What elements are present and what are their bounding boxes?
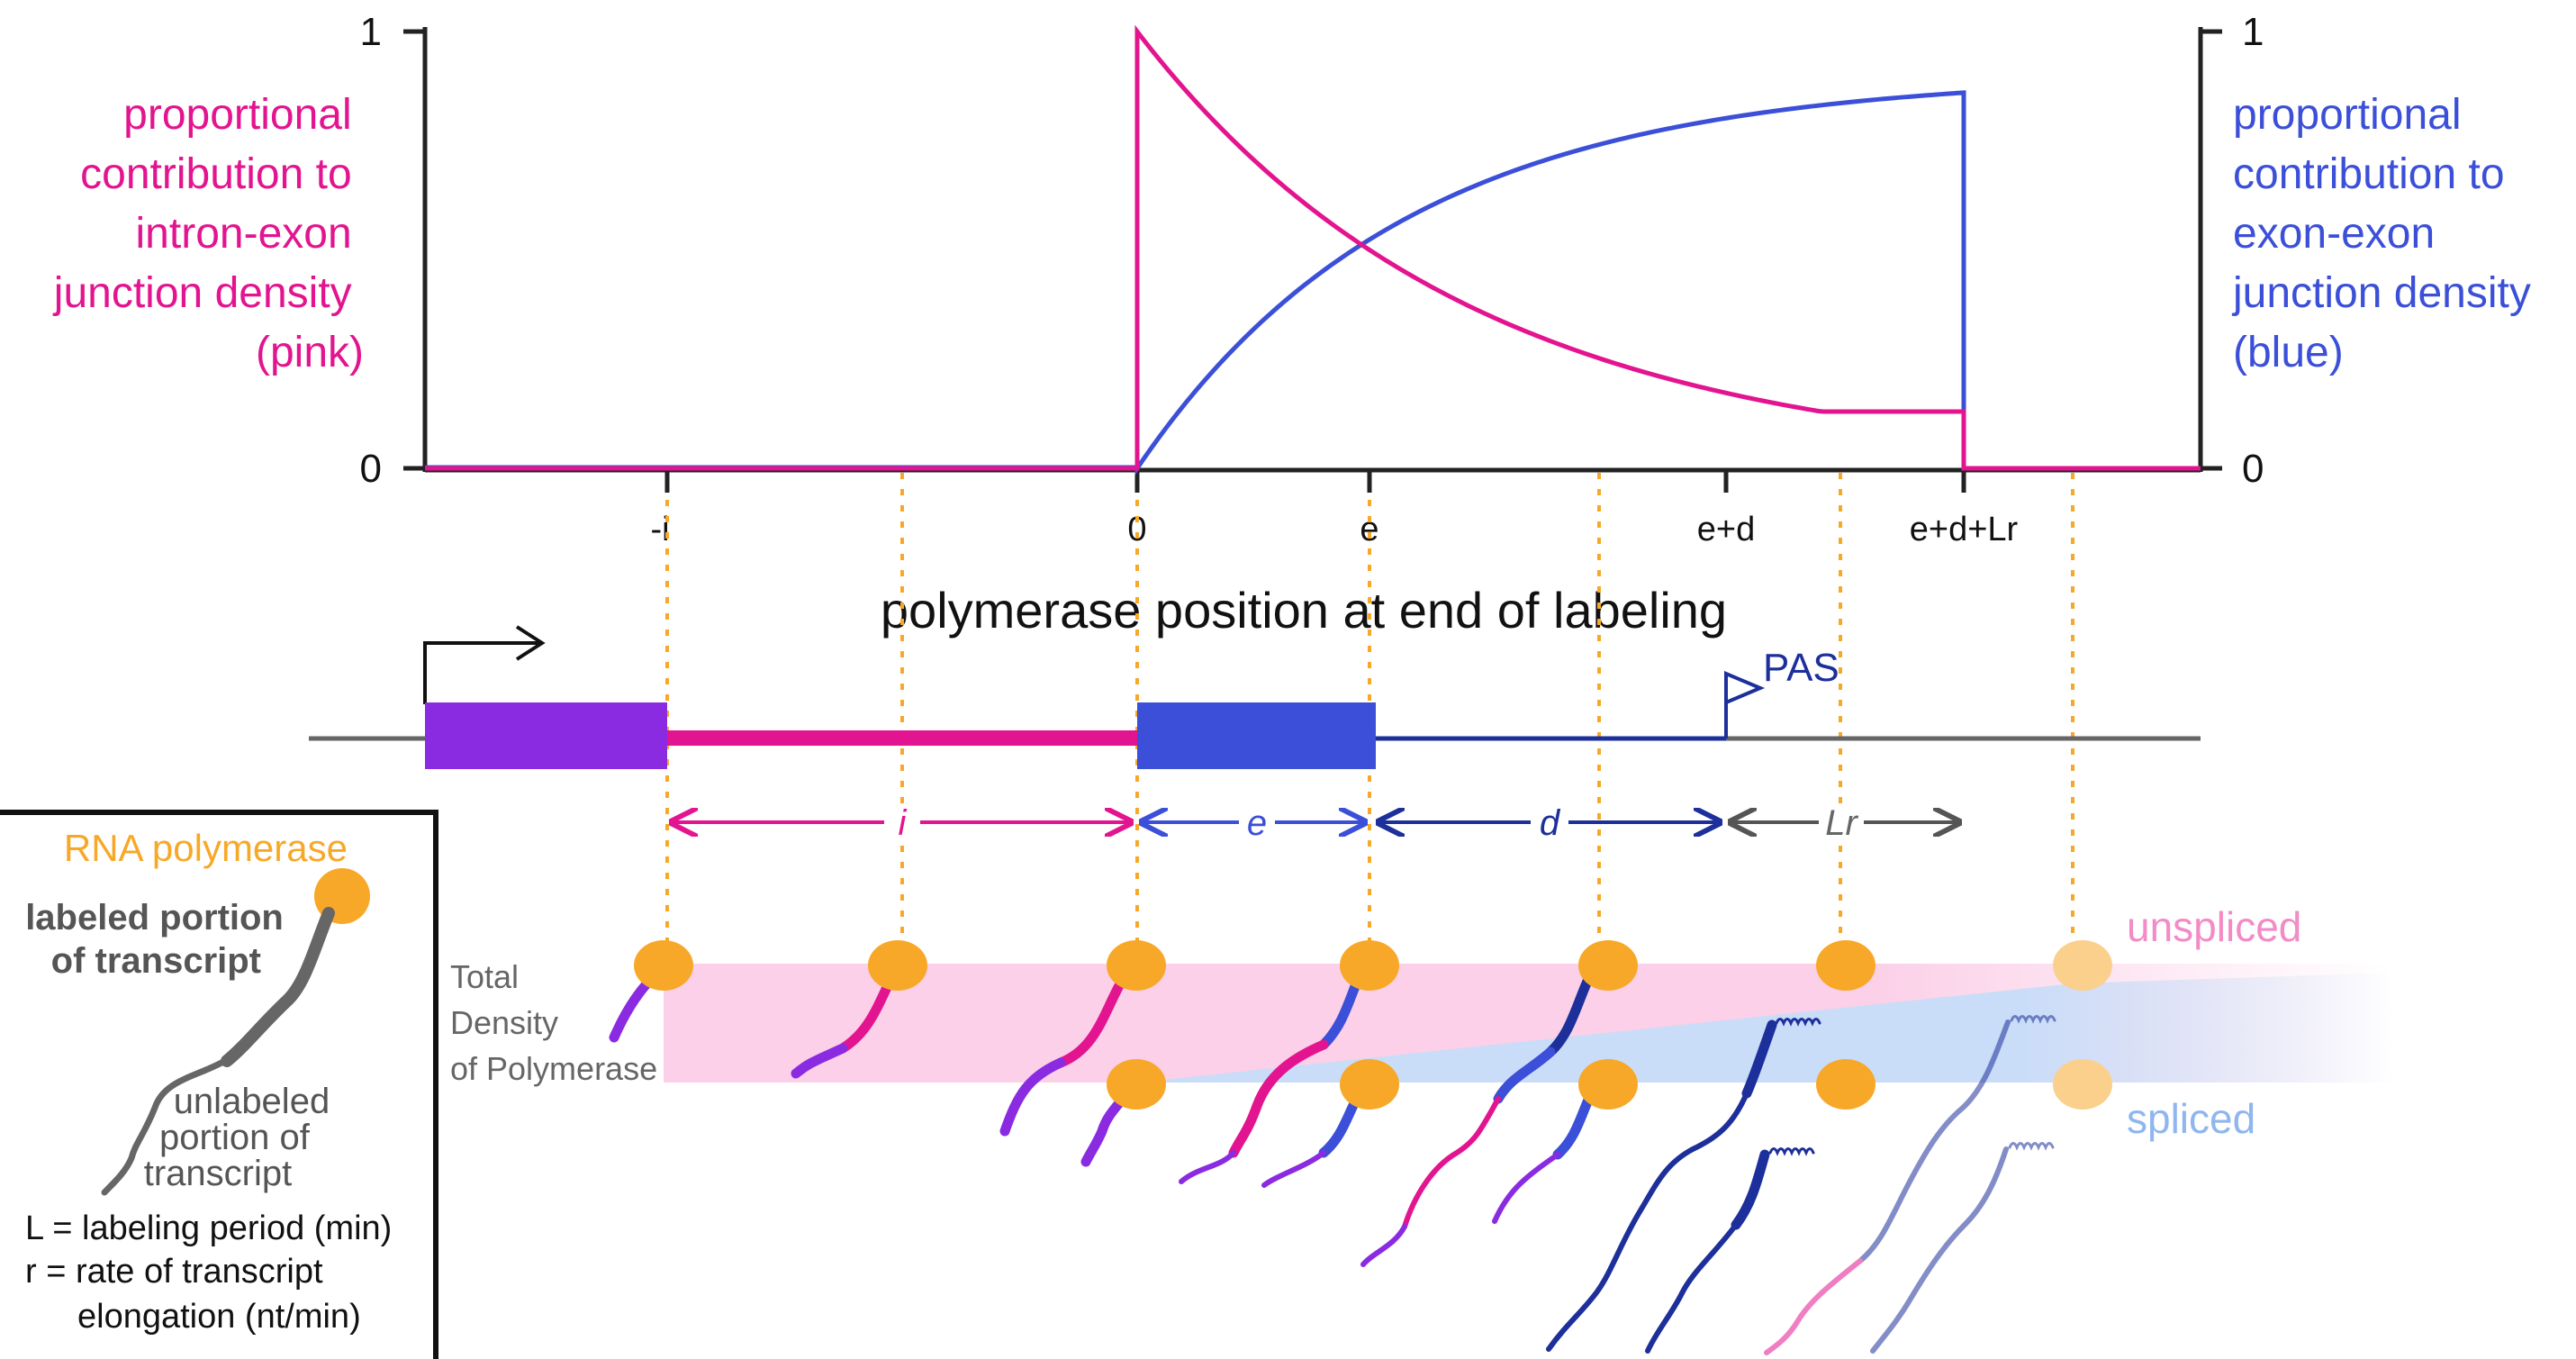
- legend-def-r-2: elongation (nt/min): [77, 1298, 361, 1336]
- span-lr-gap: [1819, 804, 1864, 840]
- span-lr-label: Lr: [1825, 803, 1858, 843]
- polymerase-lower-2: [1340, 1059, 1399, 1110]
- transcript-upper-6: [1546, 1018, 1821, 1352]
- legend-def-l: L = labeling period (min): [25, 1210, 392, 1247]
- spliced-label: spliced: [2127, 1095, 2255, 1142]
- left-axis-label-line-5: (pink): [256, 329, 364, 376]
- left-axis-label-line-2: contribution to: [80, 150, 352, 198]
- span-d-gap: [1531, 804, 1568, 840]
- span-i-label: i: [899, 803, 908, 843]
- polymerase-density-band: Total Density of Polymerase unspliced sp…: [450, 903, 2395, 1142]
- density-label-line-2: Density: [450, 1004, 558, 1041]
- polymerase-upper-4: [1340, 940, 1399, 991]
- legend-def-r: r = rate of transcript: [25, 1253, 323, 1291]
- right-axis-label-line-5: (blue): [2233, 329, 2344, 376]
- transcript-lower-2: [1261, 1083, 1369, 1188]
- polymerases: [634, 940, 2112, 1110]
- polymerase-upper-3: [1107, 940, 1166, 991]
- legend-rna-polymerase-label: RNA polymerase: [64, 827, 348, 869]
- exon-1: [425, 702, 667, 769]
- transcript-lower-3: [1492, 1083, 1599, 1224]
- legend-border: [0, 810, 438, 1359]
- polymerase-lower-3: [1578, 1059, 1638, 1110]
- right-axis-label-line-3: exon-exon: [2233, 210, 2435, 258]
- legend-labeled-label: labeled portion of transcript: [25, 898, 294, 981]
- density-label: Total Density of Polymerase: [450, 958, 657, 1087]
- legend-unlabeled-transcript: [101, 1059, 225, 1196]
- left-axis-label-line-3: intron-exon: [136, 210, 352, 258]
- tss-arrow-icon: [423, 625, 546, 704]
- x-axis-title: polymerase position at end of labeling: [881, 582, 1727, 639]
- legend-unlabeled-line-1: unlabeled: [174, 1082, 330, 1121]
- span-d-label: d: [1540, 803, 1561, 843]
- x-tick-label-edlr: e+d+Lr: [1910, 511, 2019, 548]
- right-tick-label-bottom: 0: [2242, 447, 2264, 491]
- left-tick-label-bottom: 0: [360, 447, 382, 491]
- exon-2: [1137, 702, 1376, 769]
- transcript-lower-4: [1645, 1147, 1815, 1354]
- right-axis-label-line-2: contribution to: [2233, 150, 2505, 198]
- left-axis-label-line-4: junction density: [52, 269, 352, 317]
- x-axis-ticks: -i 0 e e+d e+d+Lr: [650, 470, 2019, 548]
- x-tick-label-0: 0: [1127, 511, 1146, 548]
- polymerase-upper-7: [2053, 940, 2112, 991]
- legend-unlabeled-line-3: transcript: [144, 1154, 293, 1193]
- x-tick-label-neg-i: -i: [650, 511, 669, 548]
- density-label-line-3: of Polymerase: [450, 1050, 657, 1087]
- span-e-label: e: [1247, 803, 1267, 843]
- polymerase-upper-1: [634, 940, 693, 991]
- polymerase-upper-6: [1816, 940, 1876, 991]
- x-tick-label-e: e: [1360, 511, 1378, 548]
- legend-unlabeled-line-2: portion of: [159, 1118, 311, 1157]
- legend-labeled-line-1: labeled portion: [25, 898, 284, 938]
- polymerase-lower-5: [2053, 1059, 2112, 1110]
- right-axis-label-line-1: proportional: [2233, 91, 2462, 139]
- transcript-upper-7: [1764, 1015, 2056, 1355]
- transcript-lower-5: [1870, 1142, 2055, 1354]
- left-axis-label: proportional contribution to intron-exon…: [52, 91, 364, 376]
- span-i-gap: [884, 804, 920, 840]
- intron: [667, 730, 1137, 746]
- unspliced-label: unspliced: [2127, 903, 2301, 950]
- legend-labeled-transcript: [221, 907, 335, 1067]
- legend-box: RNA polymerase labeled portion of transc…: [0, 810, 438, 1359]
- x-tick-label-ed: e+d: [1697, 511, 1755, 548]
- junction-density-chart: 1 0 1 0 -i 0 e e+d e+d+Lr polymerase pos…: [52, 10, 2543, 639]
- series-exon-exon-blue: [425, 90, 2201, 476]
- left-tick-label-top: 1: [360, 10, 382, 54]
- pas-flag-icon: [1724, 670, 1766, 738]
- left-axis-label-line-1: proportional: [123, 91, 352, 139]
- right-tick-label-top: 1: [2242, 10, 2264, 54]
- legend-labeled-line-2: of transcript: [51, 941, 261, 981]
- span-e-gap: [1239, 804, 1275, 840]
- polymerase-upper-2: [868, 940, 927, 991]
- right-axis-label: proportional contribution to exon-exon j…: [2231, 91, 2543, 376]
- right-axis-label-line-4: junction density: [2231, 269, 2531, 317]
- polymerase-lower-4: [1816, 1059, 1876, 1110]
- gene-model: PAS i e d Lr: [309, 625, 2201, 843]
- polymerase-lower-1: [1107, 1059, 1166, 1110]
- density-label-line-1: Total: [450, 958, 519, 995]
- pas-label: PAS: [1763, 646, 1839, 690]
- polymerase-upper-5: [1578, 940, 1638, 991]
- legend-unlabeled-label: unlabeled portion of transcript: [144, 1082, 340, 1193]
- series-intron-exon-pink: [425, 24, 2201, 471]
